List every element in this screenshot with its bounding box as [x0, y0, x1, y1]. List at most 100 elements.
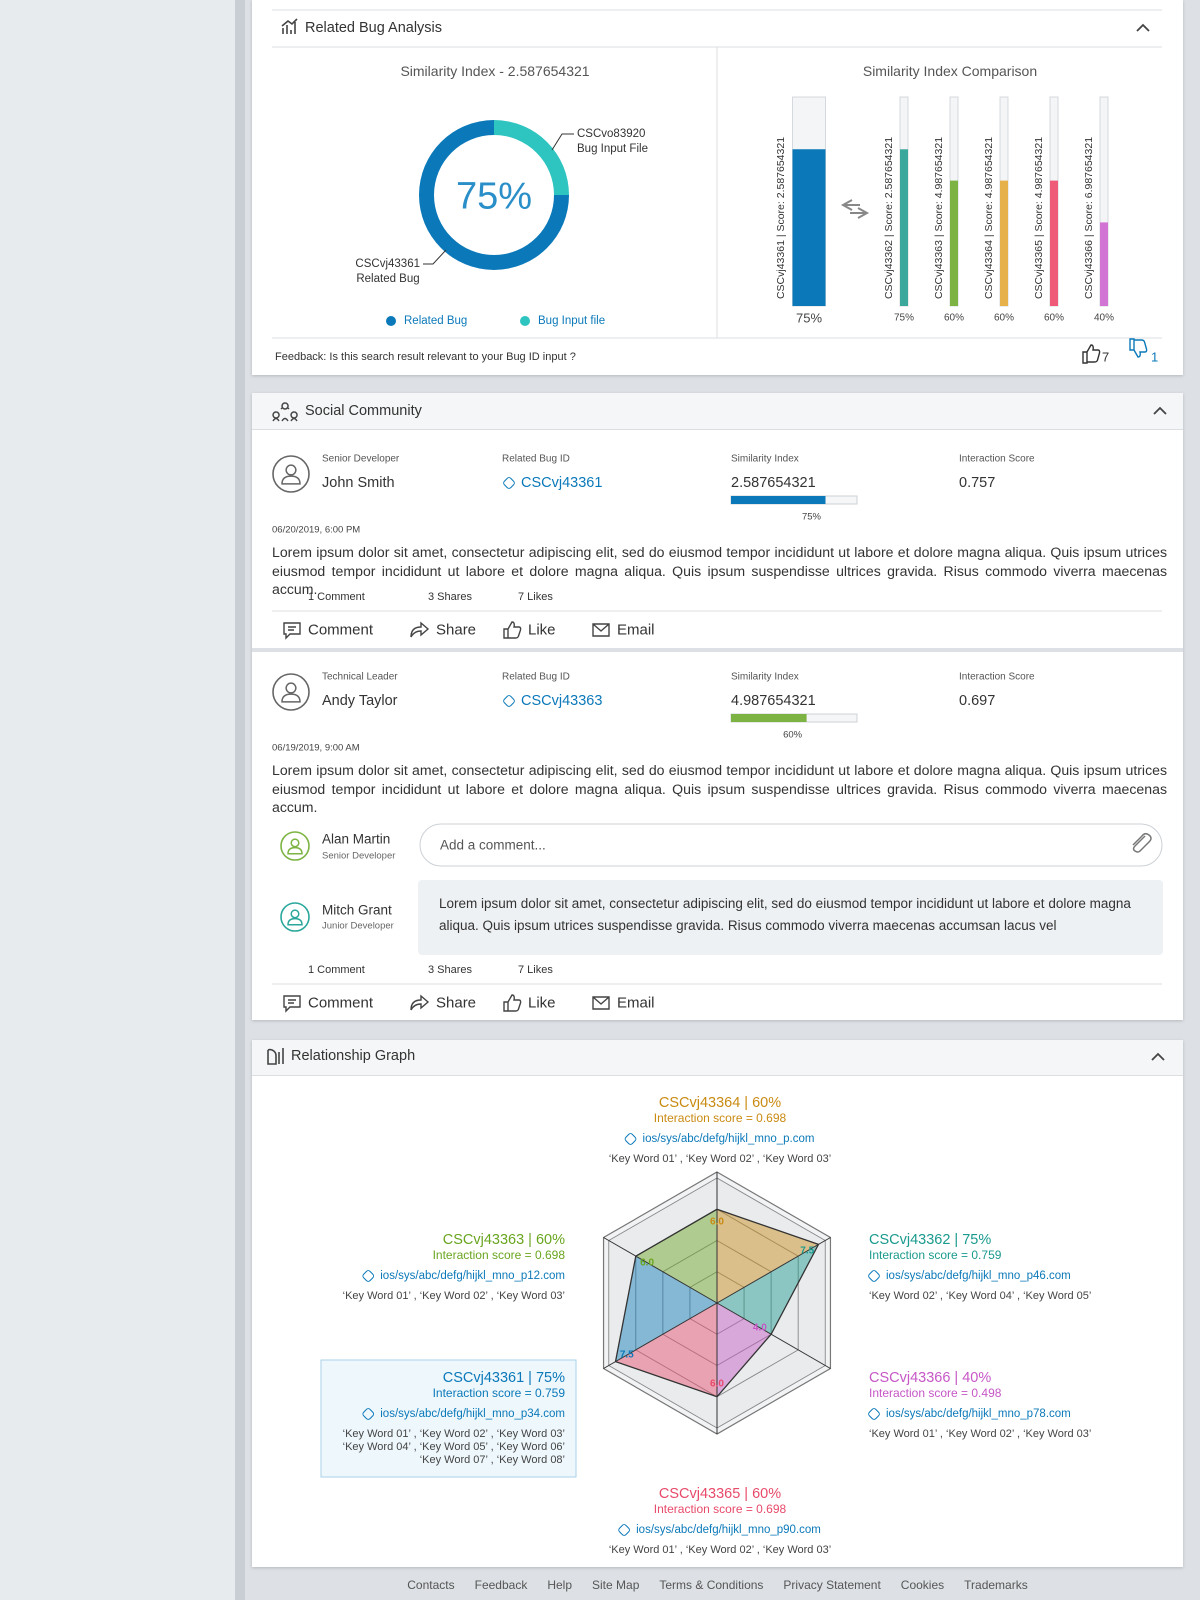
node-link[interactable]: ios/sys/abc/defg/hijkl_mno_p.com	[626, 1133, 815, 1145]
footer-link[interactable]: Terms & Conditions	[659, 1578, 764, 1592]
action-icon[interactable]	[410, 994, 430, 1011]
action-icon[interactable]	[283, 622, 301, 640]
commenter-role: Junior Developer	[322, 920, 394, 932]
node-score: Interaction score = 0.498	[869, 1386, 1002, 1400]
node-title: CSCvj43361 | 75%	[442, 1370, 565, 1386]
radar-sector	[717, 1303, 772, 1397]
collapse-button[interactable]	[1151, 1052, 1165, 1061]
legend-swatch	[520, 316, 530, 326]
node-keywords: ‘Key Word 01’ , ‘Key Word 02’ , ‘Key Wor…	[608, 1153, 832, 1165]
bar-label: CSCvj43364 | Score: 4.987654321	[983, 136, 995, 300]
radar-spoke	[603, 1302, 718, 1369]
radar-sector	[615, 1303, 717, 1397]
legend-label: Bug Input file	[538, 315, 606, 327]
avatar-head	[290, 838, 300, 848]
value-label: 60%	[1043, 312, 1065, 324]
node-score: Interaction score = 0.759	[869, 1248, 1002, 1262]
field-label: Related Bug ID	[502, 453, 570, 465]
action-button[interactable]: Email	[617, 994, 655, 1012]
node-link[interactable]: ios/sys/abc/defg/hijkl_mno_p78.com	[869, 1408, 1071, 1420]
commenter-name: Alan Martin	[322, 831, 391, 847]
radar-value-label: 7.5	[619, 1349, 634, 1361]
radar-spoke	[603, 1237, 718, 1304]
footer-link[interactable]: Privacy Statement	[783, 1578, 881, 1592]
post-stat: 3 Shares	[428, 964, 473, 976]
dislike-count[interactable]: 1	[1151, 349, 1159, 365]
dislike-button[interactable]	[1129, 338, 1148, 358]
action-icon[interactable]	[592, 623, 610, 637]
action-button[interactable]: Email	[617, 621, 655, 639]
footer-link[interactable]: Trademarks	[964, 1578, 1028, 1592]
node-keywords: ‘Key Word 04’ , ‘Key Word 05’ , ‘Key Wor…	[342, 1441, 565, 1453]
footer: Contacts Feedback Help Site Map Terms & Cond…	[252, 1578, 1183, 1592]
reply-text: Lorem ipsum dolor sit amet, consectetur …	[439, 896, 1131, 933]
value-label: 60%	[943, 312, 965, 324]
post-divider	[252, 648, 1183, 652]
collapse-button[interactable]	[1136, 23, 1150, 32]
value-label: 40%	[1093, 312, 1115, 324]
post-stat: 7 Likes	[518, 964, 553, 976]
action-button[interactable]: Share	[436, 994, 477, 1012]
author-name: Andy Taylor	[322, 693, 398, 709]
bug-link[interactable]: CSCvj43361	[504, 475, 602, 491]
node-link[interactable]: ios/sys/abc/defg/hijkl_mno_p46.com	[869, 1270, 1071, 1282]
post-body: Lorem ipsum dolor sit amet, consectetur …	[272, 762, 1167, 815]
progress-fill	[731, 714, 807, 722]
action-button[interactable]: Like	[528, 621, 556, 639]
like-button[interactable]	[1082, 344, 1101, 364]
like-count[interactable]: 7	[1102, 349, 1110, 365]
node-keywords: ‘Key Word 01’ , ‘Key Word 02’ , ‘Key Wor…	[869, 1428, 1092, 1440]
avatar-head	[285, 464, 297, 476]
node-link[interactable]: ios/sys/abc/defg/hijkl_mno_p34.com	[363, 1408, 565, 1420]
node-keywords: ‘Key Word 01’ , ‘Key Word 02’ , ‘Key Wor…	[342, 1428, 565, 1440]
node-score: Interaction score = 0.759	[432, 1386, 565, 1400]
reply-box	[418, 880, 1163, 955]
bar-label: CSCvj43361 | Score: 2.587654321	[775, 136, 787, 300]
section-icon	[272, 402, 298, 422]
node-link[interactable]: ios/sys/abc/defg/hijkl_mno_p90.com	[619, 1524, 821, 1536]
comment-input[interactable]	[419, 823, 1163, 867]
node-title: CSCvj43364 | 60%	[658, 1095, 782, 1111]
similarity-value: 2.587654321	[731, 475, 816, 491]
node-keywords: ‘Key Word 02’ , ‘Key Word 04’ , ‘Key Wor…	[869, 1290, 1092, 1302]
interaction-value: 0.757	[959, 475, 996, 491]
action-button[interactable]: Share	[436, 621, 477, 639]
avatar-body	[287, 846, 303, 855]
bar-label: CSCvj43366 | Score: 6.987654321	[1083, 136, 1095, 300]
field-label: Similarity Index	[731, 453, 799, 465]
value-label: 60%	[993, 312, 1015, 324]
commenter-name: Mitch Grant	[322, 902, 392, 918]
avatar-head	[290, 909, 300, 919]
bug-link[interactable]: CSCvj43363	[504, 693, 602, 709]
value-label: 75%	[795, 310, 823, 326]
radar-value-label: 6.0	[710, 1216, 724, 1228]
section-title: Relationship Graph	[291, 1048, 416, 1064]
action-icon[interactable]	[503, 994, 522, 1012]
comment-placeholder[interactable]: Add a comment...	[440, 837, 546, 853]
footer-link[interactable]: Help	[547, 1578, 573, 1592]
radar-sector	[717, 1209, 819, 1303]
action-icon[interactable]	[283, 995, 301, 1013]
avatar-head	[285, 682, 297, 694]
action-button[interactable]: Comment	[308, 621, 374, 639]
node-score: Interaction score = 0.698	[653, 1111, 787, 1125]
node-link[interactable]: ios/sys/abc/defg/hijkl_mno_p12.com	[363, 1270, 565, 1282]
attach-button[interactable]	[1132, 832, 1152, 853]
node-keywords: ‘Key Word 01’ , ‘Key Word 02’ , ‘Key Wor…	[342, 1290, 565, 1302]
action-icon[interactable]	[410, 621, 430, 638]
radar-value-label: 4.0	[752, 1322, 767, 1334]
feedback-question: Feedback: Is this search result relevant…	[275, 351, 576, 363]
action-button[interactable]: Comment	[308, 994, 374, 1012]
collapse-button[interactable]	[1153, 406, 1167, 415]
value-label: 75%	[893, 312, 915, 324]
footer-link[interactable]: Contacts	[407, 1578, 455, 1592]
action-icon[interactable]	[592, 996, 610, 1010]
action-button[interactable]: Like	[528, 994, 556, 1012]
footer-link[interactable]: Feedback	[474, 1578, 528, 1592]
action-icon[interactable]	[503, 621, 522, 639]
radar-sector	[615, 1256, 717, 1362]
footer-link[interactable]: Cookies	[900, 1578, 945, 1592]
footer-link[interactable]: Site Map	[592, 1578, 640, 1592]
bar	[950, 180, 958, 306]
